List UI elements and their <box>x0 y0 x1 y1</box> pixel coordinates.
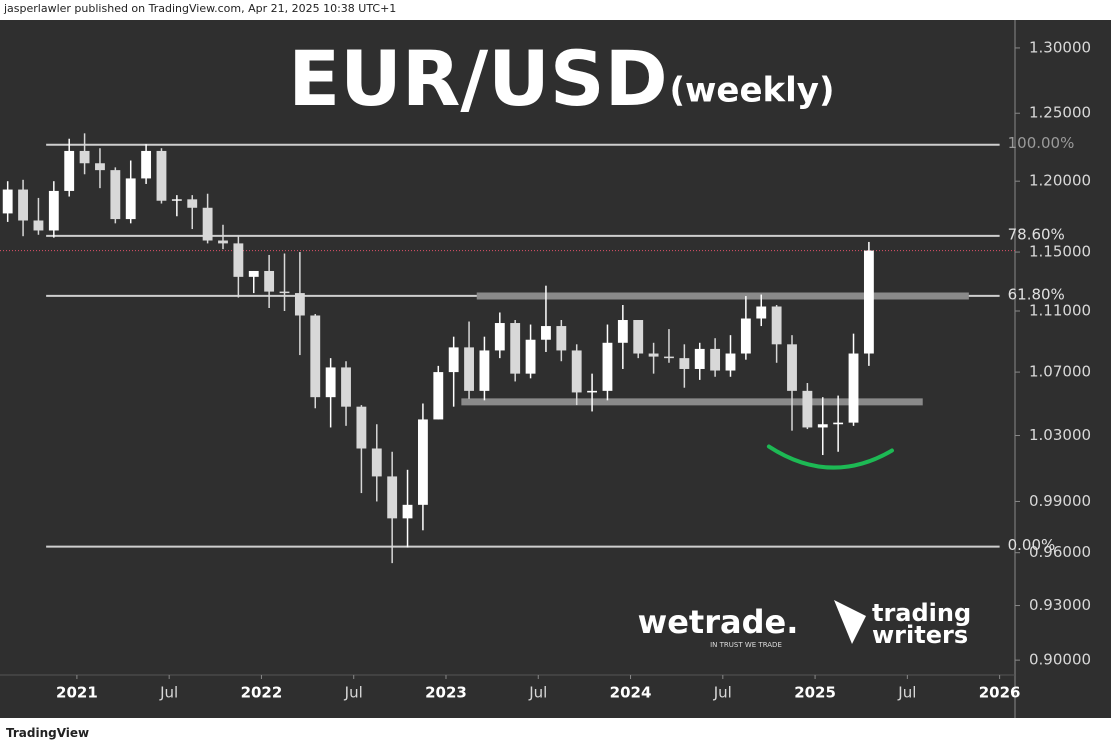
candle-body <box>571 350 582 393</box>
candle-body <box>2 189 13 214</box>
logo-wetrade-tagline: IN TRUST WE TRADE <box>710 641 782 649</box>
chart-background <box>0 20 1111 718</box>
x-tick-label: 2025 <box>794 684 836 702</box>
candle-body <box>464 347 474 391</box>
candle-body <box>264 270 275 292</box>
logo-writers: writers <box>872 621 968 649</box>
candle-body <box>817 424 828 428</box>
candle-body <box>371 448 382 477</box>
candle-body <box>341 367 351 407</box>
candle-body <box>787 344 797 391</box>
chart: 1.30000 1.25000 1.20000 1.15000 1.11000 1.070… <box>0 20 1111 718</box>
candle-body <box>448 347 459 373</box>
candle-body <box>664 356 674 359</box>
candle-body <box>218 240 228 244</box>
candle-body <box>110 170 121 220</box>
candle-body <box>187 199 198 208</box>
candle-body <box>79 150 90 164</box>
candle-body <box>756 306 767 319</box>
fib-label: 78.60% <box>1008 225 1065 243</box>
candle-body <box>617 320 628 343</box>
candle-body <box>171 199 182 201</box>
candle-body <box>648 353 659 357</box>
x-tick-label: 2021 <box>56 684 98 702</box>
x-tick-label: Jul <box>159 684 178 702</box>
candle-body <box>310 315 321 398</box>
y-tick-label: 1.03000 <box>1029 426 1091 444</box>
fib-label: 61.80% <box>1008 285 1065 303</box>
candle-body <box>848 353 859 423</box>
candle-body <box>494 323 505 351</box>
y-tick-label: 1.20000 <box>1029 172 1091 190</box>
candle-body <box>387 476 398 519</box>
candle-body <box>125 178 136 220</box>
x-tick-label: 2023 <box>425 684 467 702</box>
rounding-arc <box>766 444 894 470</box>
candle-body <box>64 150 75 191</box>
footer-brand: TradingView <box>6 726 90 740</box>
candle-body <box>710 348 721 371</box>
candle-body <box>633 320 644 354</box>
chart-subtitle: (weekly) <box>669 71 834 111</box>
candle-body <box>525 339 536 374</box>
logo-wetrade: wetrade. <box>638 603 799 641</box>
y-tick-label: 1.15000 <box>1029 243 1091 261</box>
logo-trading-writers-mark <box>834 600 866 644</box>
y-tick-label: 0.99000 <box>1029 492 1091 510</box>
candle-body <box>202 207 213 241</box>
fib-label: 100.00% <box>1008 134 1075 152</box>
candle-body <box>679 358 690 369</box>
candle-body <box>294 293 305 316</box>
candle-body <box>510 323 521 374</box>
candle-body <box>356 406 367 449</box>
publish-info: jasperlawler published on TradingView.co… <box>4 2 397 15</box>
candle-body <box>433 372 444 420</box>
x-tick-label: 2024 <box>610 684 652 702</box>
candle-body <box>833 422 844 425</box>
y-tick-label: 1.30000 <box>1029 38 1091 56</box>
candle-body <box>587 390 598 393</box>
candle-body <box>95 163 105 171</box>
candle-body <box>33 220 44 231</box>
y-tick-label: 0.90000 <box>1029 651 1091 669</box>
candle-body <box>863 250 874 354</box>
candle-body <box>725 353 736 371</box>
candle-body <box>156 150 167 201</box>
x-tick-label: Jul <box>528 684 547 702</box>
y-tick-label: 0.96000 <box>1029 543 1091 561</box>
candle-body <box>556 326 567 351</box>
candle-body <box>141 150 152 179</box>
x-tick-label: Jul <box>897 684 916 702</box>
candle-body <box>541 326 551 340</box>
x-tick-label: 2026 <box>979 684 1021 702</box>
y-tick-label: 1.11000 <box>1029 301 1091 319</box>
y-tick-label: 1.25000 <box>1029 104 1091 122</box>
x-tick-label: Jul <box>344 684 363 702</box>
candle-body <box>417 419 428 505</box>
candle-body <box>802 390 813 428</box>
y-tick-label: 0.93000 <box>1029 596 1091 614</box>
candle-body <box>18 189 28 221</box>
candle-body <box>48 190 59 231</box>
candle-body <box>602 342 613 391</box>
fib-label: 0.00% <box>1008 536 1056 554</box>
x-tick-label: 2022 <box>241 684 283 702</box>
candle-body <box>740 318 751 354</box>
y-tick-label: 1.07000 <box>1029 363 1091 381</box>
candle-body <box>279 291 290 294</box>
candle-body <box>771 306 782 345</box>
candle-body <box>694 348 705 369</box>
chart-title: EUR/USD <box>288 34 667 123</box>
candle-body <box>325 367 336 398</box>
candle-body <box>402 504 413 519</box>
logo-trading: trading <box>872 599 971 627</box>
candle-body <box>479 350 490 391</box>
x-tick-label: Jul <box>713 684 732 702</box>
candle-body <box>248 270 259 277</box>
candle-body <box>233 243 244 277</box>
